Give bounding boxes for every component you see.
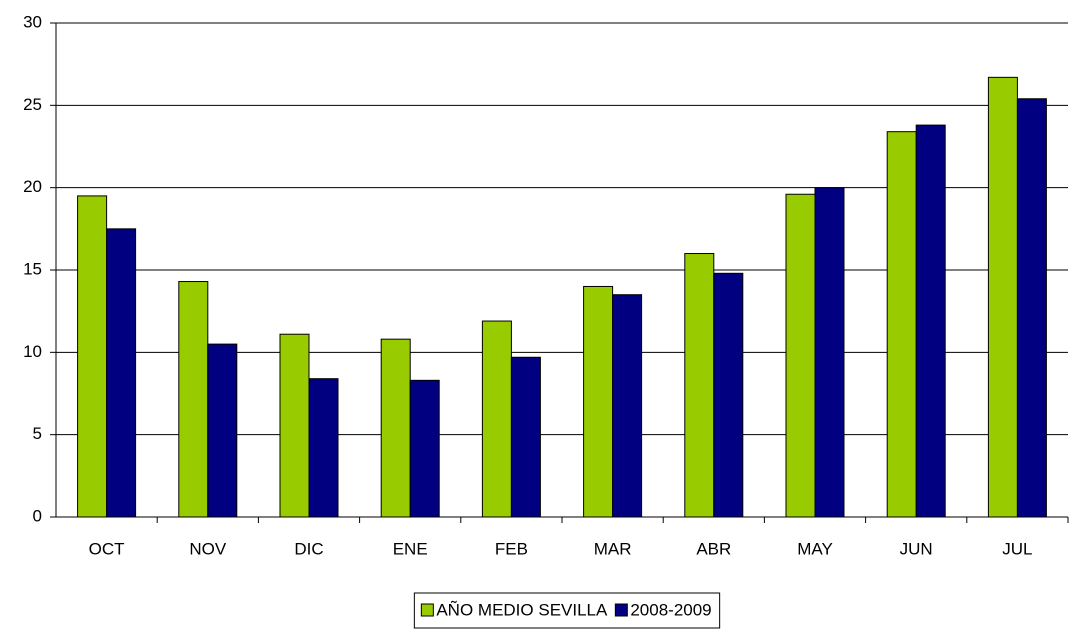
bar [1016,98,1047,518]
x-tick-label: JUN [900,539,933,558]
bar [915,124,946,518]
bar [510,356,541,518]
x-tick-label: DIC [294,539,323,558]
bar [886,131,917,518]
y-tick-label: 30 [23,12,42,31]
y-tick-label: 10 [23,342,42,361]
legend-swatch [614,603,628,617]
bar [481,320,512,518]
bar [612,294,643,518]
x-tick-label: ENE [393,539,428,558]
y-tick-label: 25 [23,95,42,114]
y-tick-label: 0 [33,506,42,525]
bar [380,338,411,518]
legend-label: 2008-2009 [630,600,711,619]
x-tick-label: ABR [696,539,731,558]
bar [207,343,238,518]
bar [308,378,339,518]
legend-box [413,592,721,629]
bar [409,379,440,518]
x-tick-label: OCT [89,539,125,558]
bar [583,285,614,518]
bar [713,272,744,518]
x-tick-label: MAY [797,539,833,558]
bar [178,281,209,518]
bar [785,193,816,518]
y-tick-label: 20 [23,177,42,196]
legend-swatch [420,603,434,617]
bar [279,333,310,518]
x-tick-label: MAR [594,539,632,558]
bar [814,187,845,518]
bar [106,228,137,518]
x-tick-label: NOV [189,539,227,558]
y-tick-label: 5 [33,424,42,443]
y-tick-label: 15 [23,259,42,278]
bar [77,195,108,518]
x-tick-label: FEB [495,539,528,558]
legend-label: AÑO MEDIO SEVILLA [436,600,608,619]
x-tick-label: JUL [1002,539,1032,558]
bar [987,76,1018,518]
bar [684,253,715,518]
